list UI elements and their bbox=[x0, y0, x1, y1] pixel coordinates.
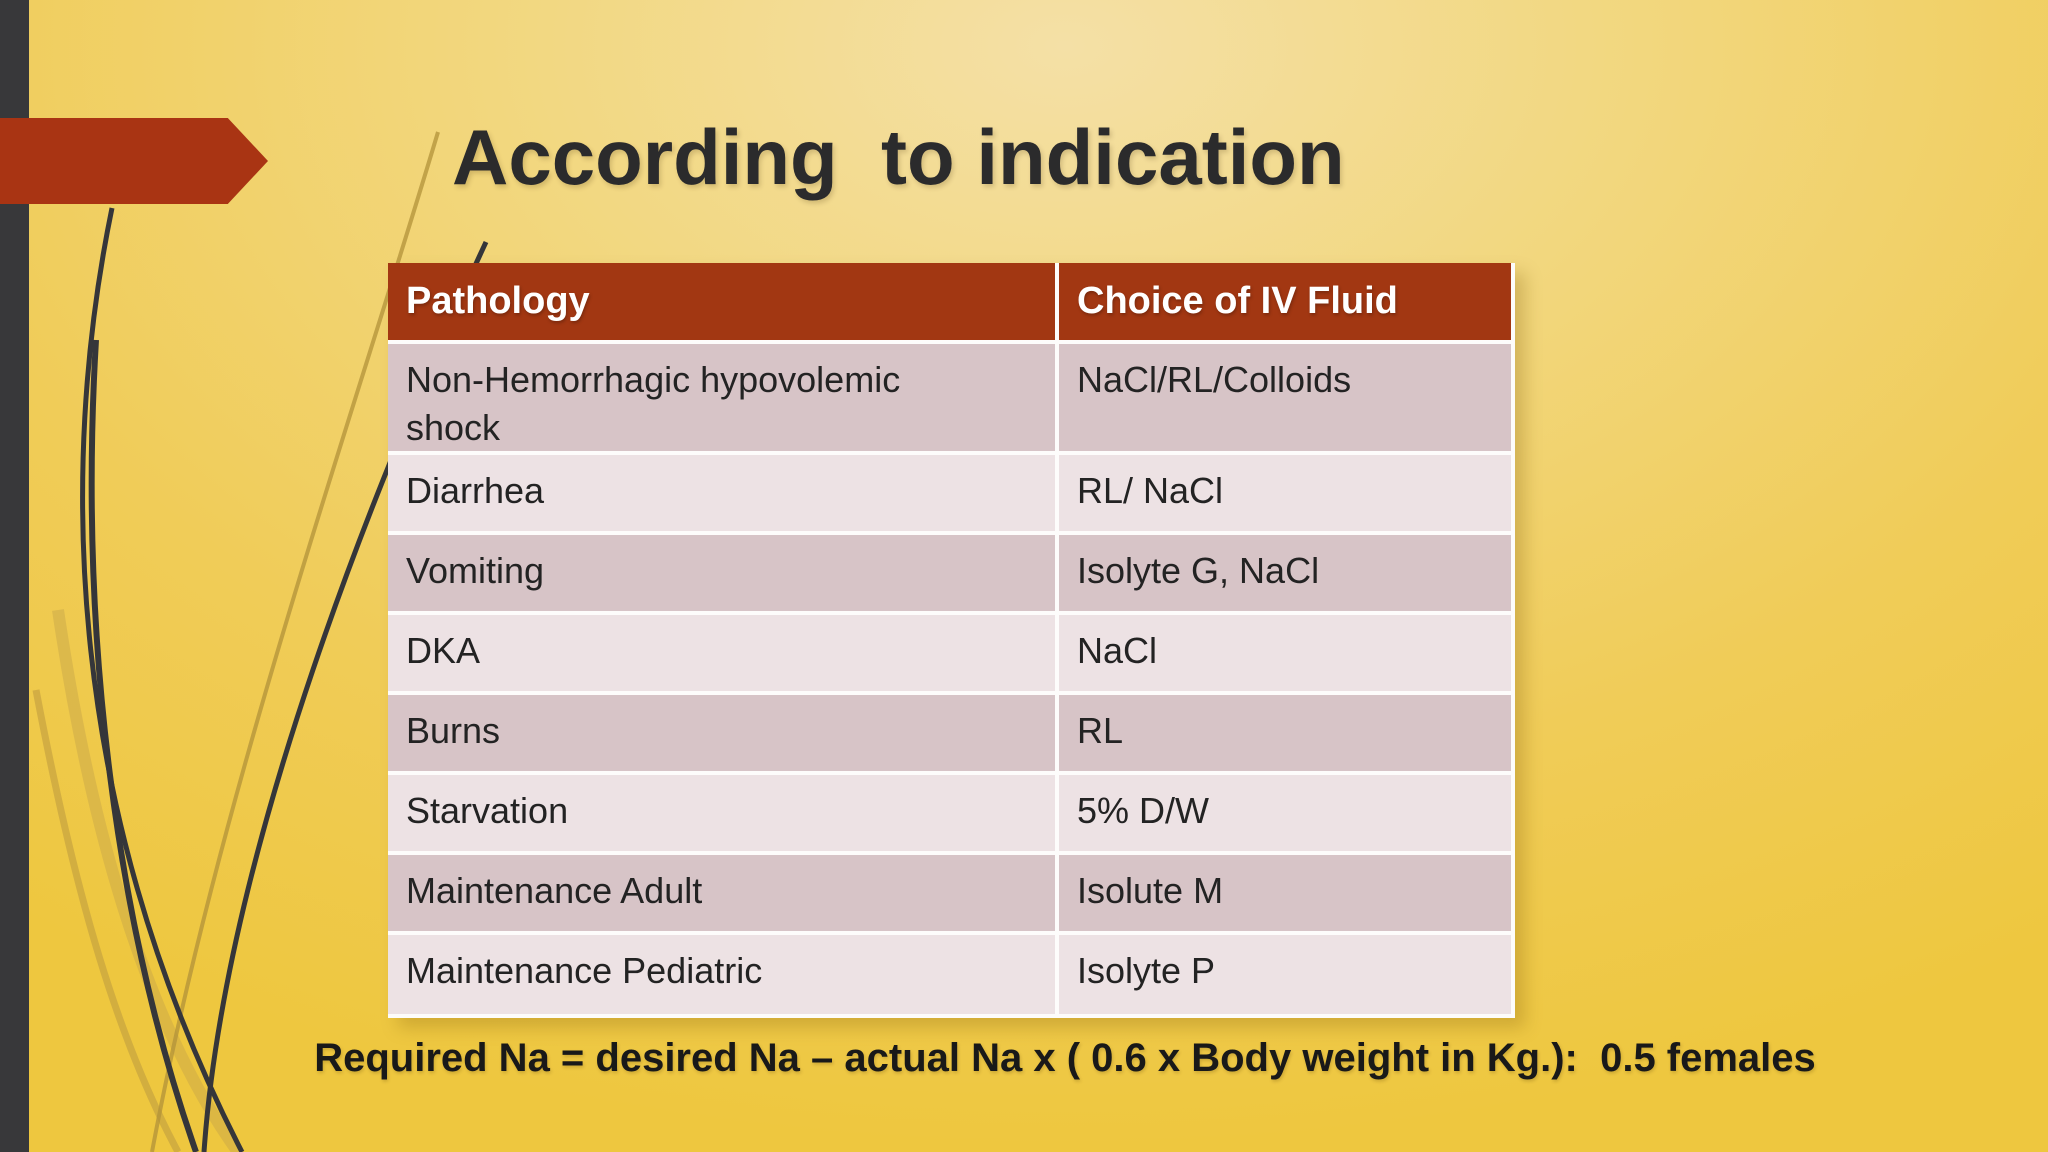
table-cell: Non-Hemorrhagic hypovolemic shock bbox=[388, 344, 1055, 451]
table-cell: Diarrhea bbox=[388, 455, 1055, 531]
table-cell: Maintenance Pediatric bbox=[388, 935, 1055, 1014]
table-cell: RL/ NaCl bbox=[1059, 455, 1511, 531]
table-cell: 5% D/W bbox=[1059, 775, 1511, 851]
formula-note: Required Na = desired Na – actual Na x (… bbox=[314, 1036, 1816, 1080]
table-header-pathology: Pathology bbox=[388, 263, 1055, 340]
page-title: According to indication bbox=[452, 113, 1345, 201]
table-cell: Isolyte G, NaCl bbox=[1059, 535, 1511, 611]
iv-fluid-table: Pathology Choice of IV Fluid Non-Hemorrh… bbox=[388, 263, 1515, 1018]
table-cell: Vomiting bbox=[388, 535, 1055, 611]
table-cell: Isolyte P bbox=[1059, 935, 1511, 1014]
table-cell: RL bbox=[1059, 695, 1511, 771]
table-cell: Maintenance Adult bbox=[388, 855, 1055, 931]
table-cell: Starvation bbox=[388, 775, 1055, 851]
table-cell: Burns bbox=[388, 695, 1055, 771]
table-header-fluid: Choice of IV Fluid bbox=[1059, 263, 1511, 340]
table-cell: NaCl bbox=[1059, 615, 1511, 691]
table-cell: DKA bbox=[388, 615, 1055, 691]
table-cell: NaCl/RL/Colloids bbox=[1059, 344, 1511, 451]
red-arrow-shape bbox=[0, 118, 268, 204]
table-cell: Isolute M bbox=[1059, 855, 1511, 931]
